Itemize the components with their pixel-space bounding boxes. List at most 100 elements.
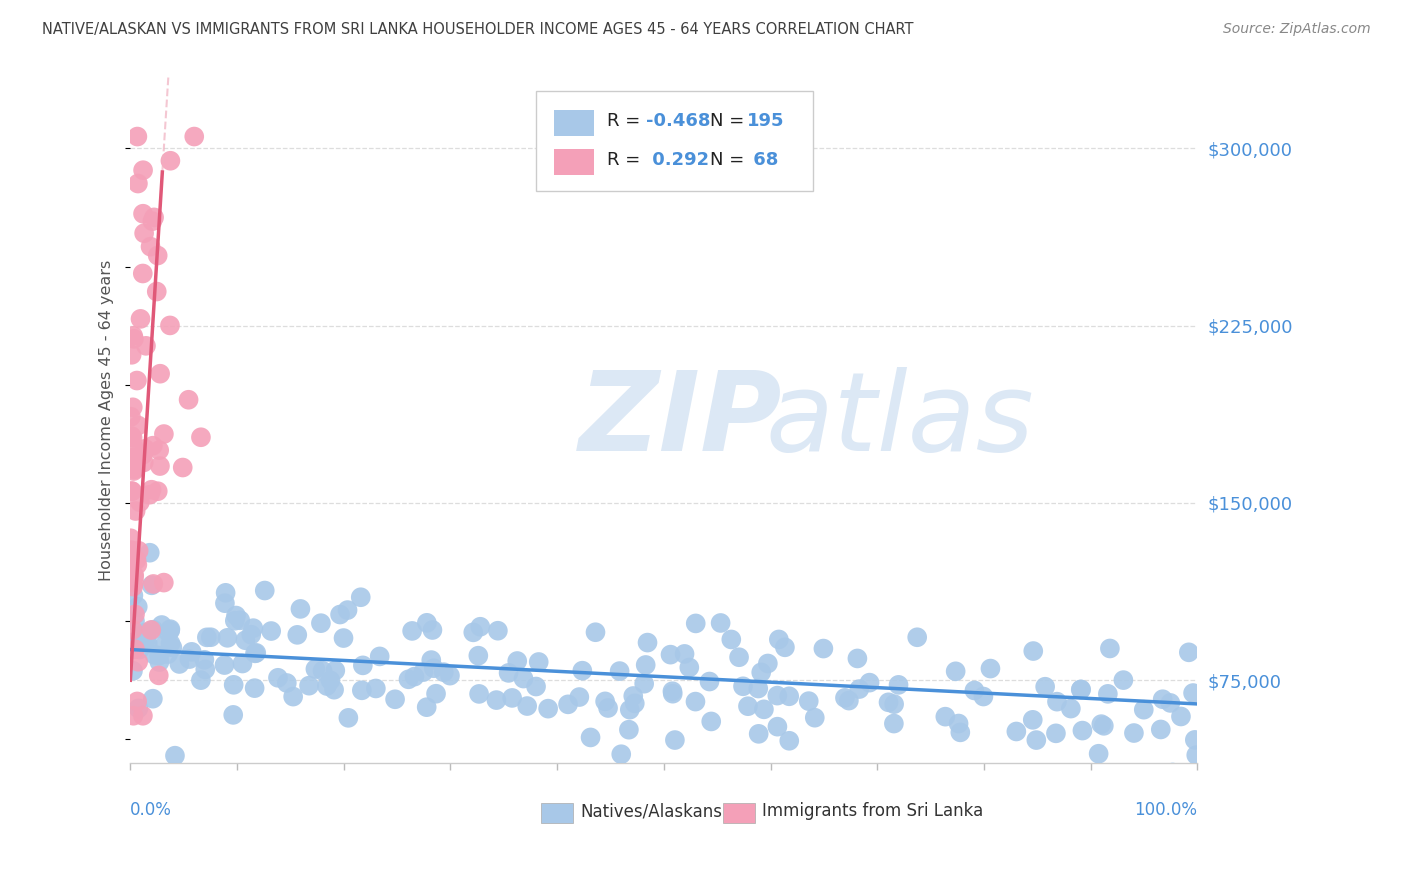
Text: Immigrants from Sri Lanka: Immigrants from Sri Lanka [762, 802, 983, 820]
Point [132, 207, 155, 221]
Point [157, 625, 180, 640]
Point [1097, 687, 1119, 701]
Point [1071, 723, 1094, 738]
Point [122, 464, 145, 478]
Point [1060, 701, 1083, 715]
Point [132, 627, 155, 641]
Point [224, 614, 246, 628]
Text: N =: N = [710, 112, 749, 129]
Point [934, 709, 956, 723]
Point [485, 693, 508, 707]
Point [290, 602, 312, 616]
Point [749, 665, 772, 680]
Point [129, 311, 152, 326]
Point [661, 687, 683, 701]
Point [766, 689, 789, 703]
Point [141, 214, 163, 228]
Point [132, 708, 155, 723]
Point [122, 568, 145, 582]
Point [214, 596, 236, 610]
Point [425, 687, 447, 701]
Point [1122, 726, 1144, 740]
Point [141, 483, 163, 497]
Point [527, 655, 550, 669]
Point [127, 655, 149, 669]
Point [309, 616, 332, 631]
Point [673, 647, 696, 661]
Point [1185, 748, 1208, 763]
Point [150, 618, 173, 632]
Point [905, 630, 928, 644]
Point [404, 670, 426, 684]
Point [159, 636, 181, 650]
Point [190, 673, 212, 687]
Point [153, 575, 176, 590]
Point [1025, 733, 1047, 747]
Point [838, 693, 860, 707]
Point [142, 577, 165, 591]
Point [1184, 732, 1206, 747]
Point [1098, 641, 1121, 656]
Text: R =: R = [607, 151, 647, 169]
Point [132, 455, 155, 469]
Point [685, 616, 707, 631]
Point [148, 655, 170, 669]
Text: Source: ZipAtlas.com: Source: ZipAtlas.com [1223, 22, 1371, 37]
Y-axis label: Householder Income Ages 45 - 64 years: Householder Income Ages 45 - 64 years [100, 260, 114, 581]
Point [416, 615, 439, 630]
Point [311, 664, 333, 678]
Point [512, 672, 534, 686]
Point [128, 642, 150, 657]
Point [124, 614, 146, 628]
Point [120, 484, 142, 499]
Point [659, 648, 682, 662]
Point [748, 727, 770, 741]
Point [156, 647, 179, 661]
Point [858, 675, 880, 690]
Point [498, 665, 520, 680]
Point [439, 668, 461, 682]
Point [664, 733, 686, 747]
Point [193, 653, 215, 667]
Point [1092, 719, 1115, 733]
Point [121, 623, 143, 637]
Point [127, 177, 149, 191]
Point [731, 679, 754, 693]
Text: R =: R = [607, 112, 647, 129]
Point [159, 624, 181, 638]
Point [135, 632, 157, 647]
Point [501, 690, 523, 705]
Point [323, 682, 346, 697]
Point [149, 367, 172, 381]
Point [159, 153, 181, 168]
Point [122, 441, 145, 455]
Point [121, 348, 143, 362]
Point [617, 723, 640, 737]
Point [243, 646, 266, 660]
Point [225, 608, 247, 623]
Point [1170, 709, 1192, 723]
Point [194, 662, 217, 676]
Point [728, 650, 751, 665]
Point [1005, 724, 1028, 739]
Point [468, 687, 491, 701]
Point [337, 711, 360, 725]
Point [285, 628, 308, 642]
Point [467, 648, 489, 663]
Point [122, 451, 145, 466]
Point [124, 607, 146, 622]
Point [127, 701, 149, 715]
Point [720, 632, 742, 647]
Point [778, 733, 800, 747]
Point [834, 690, 856, 705]
Point [571, 664, 593, 678]
Point [747, 681, 769, 696]
Point [132, 267, 155, 281]
Point [122, 569, 145, 583]
Point [568, 690, 591, 704]
Point [1046, 695, 1069, 709]
Point [142, 691, 165, 706]
Point [235, 633, 257, 648]
Point [229, 613, 252, 627]
Point [945, 665, 967, 679]
